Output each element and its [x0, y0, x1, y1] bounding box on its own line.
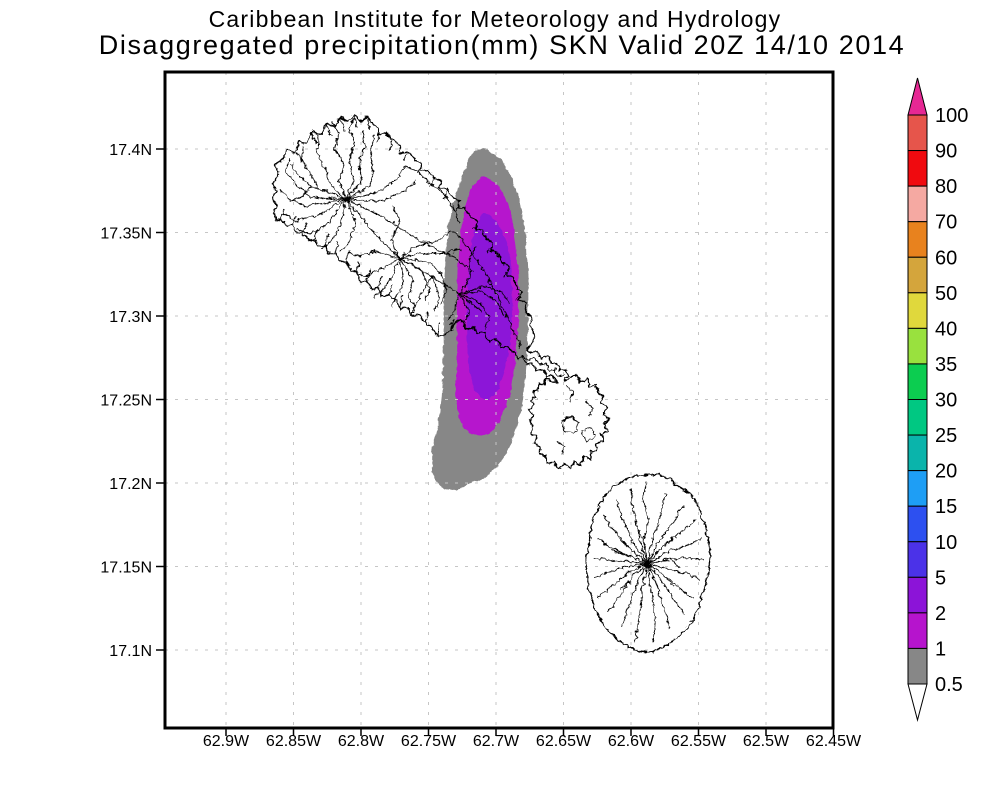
title-line2: Disaggregated precipitation(mm) SKN Vali… — [99, 30, 905, 60]
map-gridlines — [165, 72, 834, 728]
colorbar-tick-label: 30 — [935, 390, 957, 412]
colorbar-tick-label: 5 — [935, 567, 946, 589]
x-tick-label: 62.45W — [806, 733, 862, 750]
colorbar-tick-label: 0.5 — [935, 674, 963, 696]
colorbar-tick-label: 10 — [935, 532, 957, 554]
y-tick-label: 17.1N — [109, 643, 152, 660]
y-tick-label: 17.25N — [100, 393, 152, 410]
colorbar-above-max-arrow — [907, 77, 928, 116]
colorbar-tick-label: 35 — [935, 354, 957, 376]
colorbar-legend: 100 90 80 70 60 50 40 35 30 25 20 15 10 5 2 1 0.5 — [907, 77, 968, 722]
st-kitts-drainage — [277, 114, 521, 349]
x-tick-label: 62.8W — [338, 733, 385, 750]
colorbar-tick-label: 2 — [935, 603, 946, 625]
y-tick-label: 17.35N — [100, 226, 152, 243]
title-line1: Caribbean Institute for Meteorology and … — [209, 6, 782, 32]
colorbar-segment — [907, 114, 928, 152]
islands — [270, 112, 710, 652]
colorbar-tick-label: 15 — [935, 496, 957, 518]
x-tick-label: 62.55W — [671, 733, 727, 750]
colorbar-tick-label: 50 — [935, 283, 957, 305]
colorbar-segment — [907, 363, 928, 400]
colorbar-segment — [907, 612, 928, 649]
colorbar-segment — [907, 185, 928, 223]
nevis-drainage — [591, 479, 703, 641]
colorbar-segment — [907, 221, 928, 258]
colorbar-segment — [907, 505, 928, 543]
colorbar-tick-label: 90 — [935, 141, 957, 163]
colorbar-tick-label: 100 — [935, 105, 968, 127]
colorbar-tick-label: 20 — [935, 461, 957, 483]
st-kitts-coastline — [270, 112, 609, 468]
y-axis: 17.4N 17.35N 17.3N 17.25N 17.2N 17.15N 17.1N — [100, 142, 164, 660]
colorbar-tick-label: 60 — [935, 247, 957, 269]
y-tick-label: 17.4N — [109, 142, 152, 159]
colorbar-segment — [907, 541, 928, 578]
y-tick-label: 17.3N — [109, 309, 152, 326]
x-tick-label: 62.7W — [473, 733, 520, 750]
y-tick-label: 17.2N — [109, 476, 152, 493]
colorbar-segment — [907, 576, 928, 614]
southeast-peninsula-detail — [520, 354, 595, 453]
colorbar-segment — [907, 327, 928, 365]
x-tick-label: 62.85W — [266, 733, 322, 750]
colorbar-tick-label: 40 — [935, 318, 957, 340]
x-tick-label: 62.6W — [608, 733, 655, 750]
map-frame — [163, 70, 835, 730]
colorbar-segment — [907, 292, 928, 329]
colorbar-segment — [907, 150, 928, 187]
colorbar-tick-label: 80 — [935, 176, 957, 198]
x-tick-label: 62.5W — [743, 733, 790, 750]
colorbar-segment — [907, 647, 928, 685]
colorbar-tick-label: 70 — [935, 212, 957, 234]
x-tick-label: 62.65W — [536, 733, 592, 750]
colorbar-segment — [907, 470, 928, 507]
y-tick-label: 17.15N — [100, 560, 152, 577]
colorbar-tick-label: 1 — [935, 638, 946, 660]
colorbar-segment — [907, 399, 928, 436]
colorbar-tick-label: 25 — [935, 425, 957, 447]
x-axis: 62.9W 62.85W 62.8W 62.75W 62.7W 62.65W 62.6W 62… — [203, 729, 862, 750]
colorbar-segment — [907, 434, 928, 472]
x-tick-label: 62.75W — [401, 733, 457, 750]
colorbar-segment — [907, 256, 928, 294]
nevis-coastline — [584, 472, 710, 652]
colorbar-below-min-arrow — [907, 683, 928, 722]
x-tick-label: 62.9W — [203, 733, 250, 750]
precip-shading — [430, 147, 528, 490]
